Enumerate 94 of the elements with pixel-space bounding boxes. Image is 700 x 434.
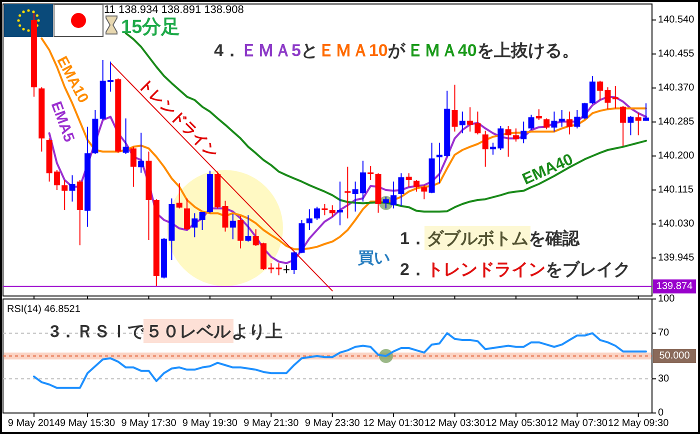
candlestick (566, 111, 572, 135)
annotation: トレンドライン (426, 260, 546, 279)
candlestick (398, 172, 404, 206)
candlestick (184, 198, 190, 230)
candlestick (199, 212, 206, 230)
y-tick-label: 140.285 (658, 116, 695, 128)
annotation: と (300, 41, 318, 60)
x-tick-label: 9 May 19:30 (182, 418, 238, 429)
candlestick (329, 204, 336, 218)
y-tick-label: 70 (658, 328, 670, 339)
annotation: をブレイク (545, 260, 630, 279)
candlestick (306, 208, 312, 230)
annotation: が (386, 41, 406, 60)
annotation: を確認 (528, 229, 580, 248)
y-tick-label: 139.945 (658, 252, 695, 264)
annotation: 3．ＲＳＩで (50, 322, 146, 341)
candlestick (597, 80, 604, 100)
candlestick (406, 172, 412, 188)
candlestick (337, 181, 343, 226)
candlestick (520, 121, 527, 144)
candlestick (69, 174, 76, 202)
candlestick (558, 110, 565, 128)
x-tick-label: 9 May 2014 (8, 418, 61, 429)
candlestick (482, 130, 488, 168)
candlestick (222, 200, 228, 232)
annotation: 11 138.934 138.891 138.908 (104, 4, 244, 16)
y-tick-label: 140.455 (658, 48, 695, 60)
candlestick (62, 180, 68, 210)
candlestick (528, 114, 534, 130)
candlestick (459, 111, 466, 134)
y-tick-label: 140.540 (658, 14, 695, 26)
candlestick (192, 212, 198, 238)
annotation: ＥＭＡ40 (406, 41, 477, 60)
x-tick-label: 12 May 07:30 (546, 418, 608, 429)
candlestick (291, 251, 298, 274)
x-tick-label: 9 May 23:30 (304, 418, 360, 429)
candlestick (130, 146, 136, 188)
annotation: ダブルボトム (426, 229, 528, 248)
candlestick (643, 102, 649, 122)
candlestick (574, 110, 580, 129)
annotation: ５０レベル (145, 322, 232, 341)
annotation: ＥＭＡ5 (240, 41, 301, 60)
candlestick (238, 216, 244, 249)
candlestick (368, 166, 374, 180)
annotation: ＥＭＡ10 (318, 41, 388, 60)
candlestick (176, 182, 182, 209)
candlestick (322, 204, 328, 216)
ref-line-label: 139.874 (656, 280, 694, 292)
annotation: 1． (400, 229, 426, 248)
x-tick-label: 12 May 03:30 (424, 418, 486, 429)
x-tick-label: 12 May 05:30 (486, 418, 547, 429)
candlestick (551, 111, 558, 132)
y-tick-label: 100 (658, 294, 676, 304)
candlestick (245, 214, 252, 242)
y-tick-label: 140.115 (658, 184, 694, 196)
y-tick-label: 30 (658, 373, 670, 384)
candlestick (628, 116, 634, 136)
line-series (40, 37, 647, 250)
candlestick (505, 126, 512, 158)
candlestick (544, 118, 550, 130)
annotation: 15分足 (121, 17, 180, 38)
text: RSI(14) 46.8521 (7, 304, 81, 315)
x-tick-label: 9 May 15:30 (60, 418, 116, 429)
x-tick-label: 12 May 09:30 (608, 418, 670, 429)
candlestick (122, 118, 129, 154)
y-tick-label: 140.200 (658, 150, 695, 162)
x-tick-label: 9 May 17:30 (121, 418, 177, 429)
y-tick-label: 0 (658, 408, 664, 418)
annotation: 4． (214, 41, 240, 60)
annotation: を上抜ける。 (476, 41, 579, 60)
ref-line-label: 50.000 (659, 350, 690, 362)
candlestick (512, 128, 519, 142)
text: EMA5 (47, 99, 78, 144)
candlestick (314, 206, 320, 220)
candlestick (344, 166, 351, 219)
y-tick-label: 140.370 (658, 82, 695, 94)
annotation: 買い (357, 250, 390, 267)
candlestick (276, 262, 282, 276)
x-tick-label: 9 May 21:30 (244, 418, 300, 429)
text: トレンドライン (135, 75, 222, 162)
candlestick (414, 180, 420, 192)
annotation: 2． (400, 260, 426, 279)
candlestick (589, 76, 596, 104)
candlestick (230, 214, 236, 240)
candlestick (421, 184, 428, 200)
x-tick-label: 12 May 01:30 (363, 418, 424, 429)
candlestick (536, 108, 542, 120)
candlestick (582, 102, 588, 120)
candlestick (635, 112, 642, 136)
candlestick (452, 84, 458, 132)
annotation: より上 (231, 322, 282, 341)
candlestick (138, 132, 144, 174)
candlestick (620, 106, 626, 146)
y-tick-label: 140.030 (658, 218, 695, 230)
